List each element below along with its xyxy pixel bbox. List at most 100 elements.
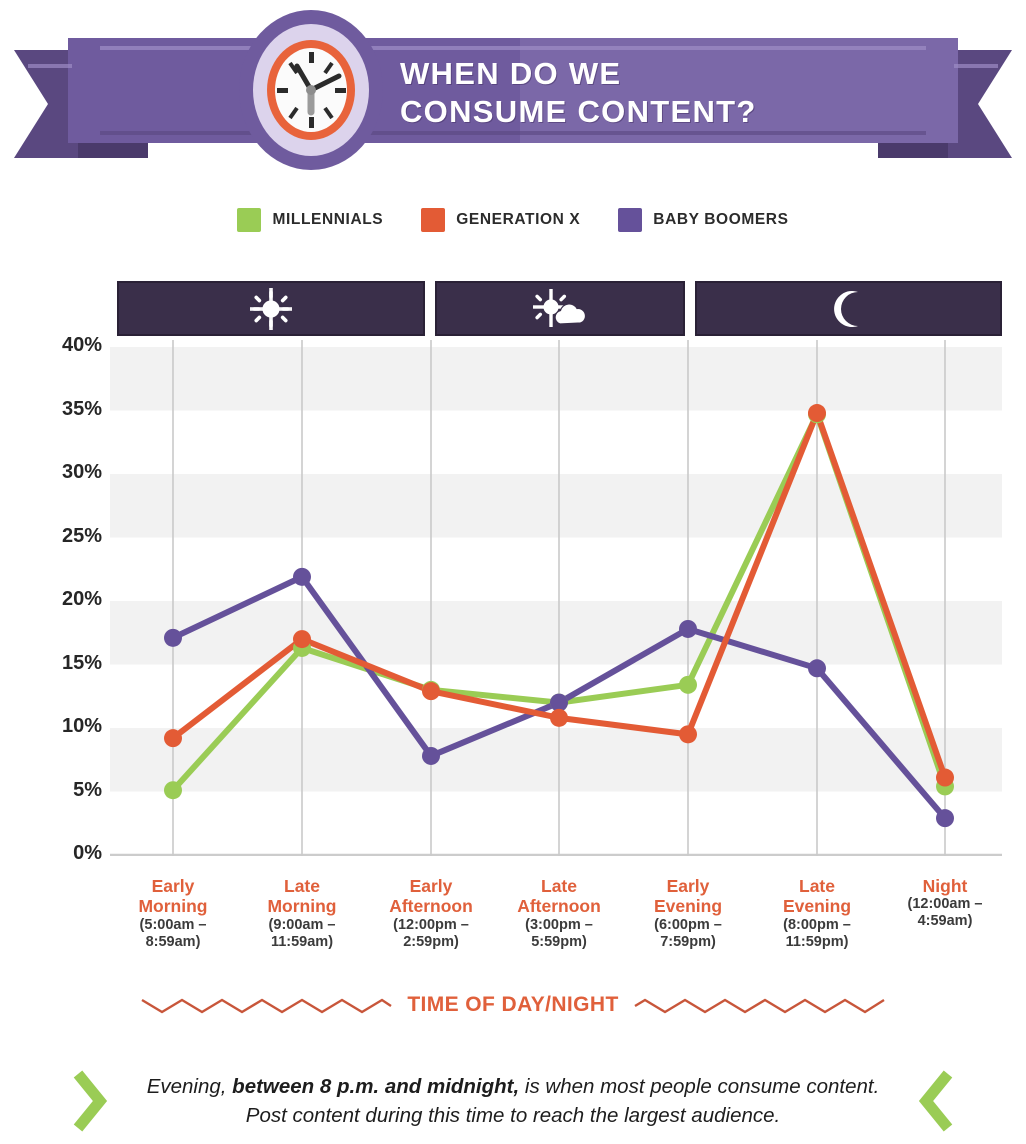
- y-axis-tick-label: 15%: [61, 651, 102, 674]
- data-point-generation-x: [936, 768, 954, 787]
- legend-label: BABY BOOMERS: [653, 211, 789, 228]
- x-axis-category-name: Early: [409, 876, 453, 896]
- period-header-bars: [117, 281, 1002, 336]
- x-axis-category-name: Night: [922, 876, 968, 896]
- data-point-generation-x: [293, 630, 311, 649]
- x-axis-labels: Early Morning (5:00am –8:59am) Late Morning(…: [0, 876, 1026, 981]
- x-axis-category-range-cont: 4:59am): [917, 913, 973, 930]
- data-point-generation-x: [164, 729, 182, 748]
- page-title: WHEN DO WE CONSUME CONTENT?: [400, 55, 920, 131]
- x-axis-category-label: Late Afternoon (3:00pm –5:59pm): [484, 876, 634, 951]
- x-axis-category-name: Early: [151, 876, 195, 896]
- clock-icon: [239, 10, 383, 170]
- data-point-baby-boomers: [293, 567, 311, 586]
- data-point-baby-boomers: [422, 746, 440, 765]
- y-axis-tick-label: 20%: [61, 588, 102, 610]
- caption-part-1: Evening,: [146, 1074, 233, 1098]
- chevron-left-icon: [918, 1070, 953, 1132]
- x-axis-category-range: (8:00pm –: [783, 916, 851, 933]
- legend-item: GENERATION X: [421, 208, 580, 232]
- chart-legend: MILLENNIALS GENERATION X BABY BOOMERS: [0, 208, 1026, 232]
- line-chart-svg: [110, 340, 1002, 856]
- page-title-line-2: CONSUME CONTENT?: [400, 93, 757, 129]
- x-axis-category-label: Early Morning (5:00am –8:59am): [98, 876, 248, 951]
- x-axis-category-range-cont: 8:59am): [145, 933, 201, 950]
- y-axis-tick-label: 25%: [61, 524, 102, 547]
- x-axis-category-name: Afternoon: [389, 896, 473, 917]
- chevron-right-icon: [73, 1070, 108, 1132]
- header-ribbon: WHEN DO WE CONSUME CONTENT?: [0, 0, 1026, 180]
- period-bar-morning: [117, 281, 425, 336]
- x-axis-category-range-cont: 7:59pm): [660, 933, 716, 950]
- data-point-millennials: [679, 675, 697, 694]
- chart-band: [110, 347, 1002, 411]
- x-axis-category-name: Late: [541, 876, 577, 896]
- chart-band: [110, 728, 1002, 792]
- x-axis-category-range: (5:00am –: [139, 916, 207, 933]
- period-bar-afternoon: [435, 281, 685, 336]
- data-point-generation-x: [550, 708, 568, 727]
- data-point-generation-x: [808, 404, 826, 423]
- y-axis-tick-label: 30%: [61, 461, 102, 483]
- x-axis-category-label: Early Evening (6:00pm –7:59pm): [613, 876, 763, 951]
- y-axis-tick-label: 5%: [73, 778, 102, 801]
- legend-swatch: [618, 208, 643, 232]
- ribbon-graphic: [14, 10, 1012, 170]
- data-point-baby-boomers: [808, 659, 826, 678]
- x-axis-category-range-cont: 11:59pm): [785, 933, 849, 950]
- caption-part-2: is when most people consume content. Pos…: [245, 1074, 880, 1127]
- x-axis-category-name: Late: [284, 876, 320, 896]
- data-point-baby-boomers: [550, 693, 568, 712]
- data-point-baby-boomers: [936, 809, 954, 828]
- x-axis-category-name: Morning: [267, 896, 337, 917]
- x-axis-category-name: Early: [666, 876, 710, 896]
- chart-band: [110, 474, 1002, 538]
- x-axis-category-range: (6:00pm –: [654, 916, 722, 933]
- legend-label: GENERATION X: [456, 211, 581, 228]
- x-axis-category-label: Late Morning (9:00am –11:59am): [227, 876, 377, 951]
- data-point-millennials: [164, 781, 182, 800]
- x-axis-category-label: Early Afternoon (12:00pm –2:59pm): [356, 876, 506, 951]
- data-point-generation-x: [422, 682, 440, 701]
- data-point-baby-boomers: [679, 619, 697, 638]
- x-axis-category-name: Evening: [653, 896, 723, 917]
- y-axis-tick-label: 0%: [73, 842, 102, 864]
- x-axis-category-name: Morning: [138, 896, 208, 917]
- y-axis-tick-label: 40%: [61, 334, 102, 356]
- zigzag-left-icon: [141, 998, 392, 1014]
- data-point-generation-x: [679, 725, 697, 744]
- x-axis-category-range: (3:00pm –: [525, 916, 593, 933]
- y-axis-tick-label: 10%: [61, 715, 102, 737]
- y-axis-tick-label: 35%: [61, 397, 102, 420]
- legend-swatch: [421, 208, 446, 232]
- x-axis-category-range: (12:00pm –: [393, 916, 469, 933]
- x-axis-title: TIME OF DAY/NIGHT: [407, 993, 619, 1016]
- legend-item: MILLENNIALS: [237, 208, 383, 232]
- x-axis-category-range: (12:00am –: [907, 896, 983, 913]
- x-axis-category-label: Late Evening (8:00pm –11:59pm): [742, 876, 892, 951]
- sun-icon: [250, 287, 292, 330]
- footer-callout: Evening, between 8 p.m. and midnight, is…: [0, 1068, 1026, 1134]
- y-axis-labels: 0% 5% 10% 15% 20% 25% 30% 35% 40%: [20, 330, 102, 870]
- legend-swatch: [237, 208, 262, 232]
- sun-cloud-icon: [533, 288, 587, 327]
- chart-band: [110, 601, 1002, 665]
- x-axis-category-label: Night (12:00am –4:59am): [870, 876, 1020, 930]
- x-axis-category-name: Late: [799, 876, 835, 896]
- period-bar-night: [695, 281, 1002, 336]
- x-axis-category-range-cont: 2:59pm): [403, 933, 459, 950]
- data-point-baby-boomers: [164, 628, 182, 647]
- legend-item: BABY BOOMERS: [618, 208, 788, 232]
- moon-icon: [833, 290, 858, 327]
- axis-title-row: TIME OF DAY/NIGHT: [0, 992, 1026, 1018]
- legend-label: MILLENNIALS: [272, 211, 384, 228]
- x-axis-category-name: Afternoon: [517, 896, 601, 917]
- x-axis-category-range-cont: 11:59am): [270, 933, 334, 950]
- footer-caption: Evening, between 8 p.m. and midnight, is…: [128, 1072, 898, 1130]
- chart-plot-area: [110, 340, 1002, 856]
- page-title-line-1: WHEN DO WE: [400, 56, 622, 91]
- x-axis-category-range-cont: 5:59pm): [531, 933, 587, 950]
- x-axis-category-name: Evening: [782, 896, 852, 917]
- caption-bold: between 8 p.m. and midnight,: [232, 1074, 520, 1098]
- x-axis-category-range: (9:00am –: [268, 916, 336, 933]
